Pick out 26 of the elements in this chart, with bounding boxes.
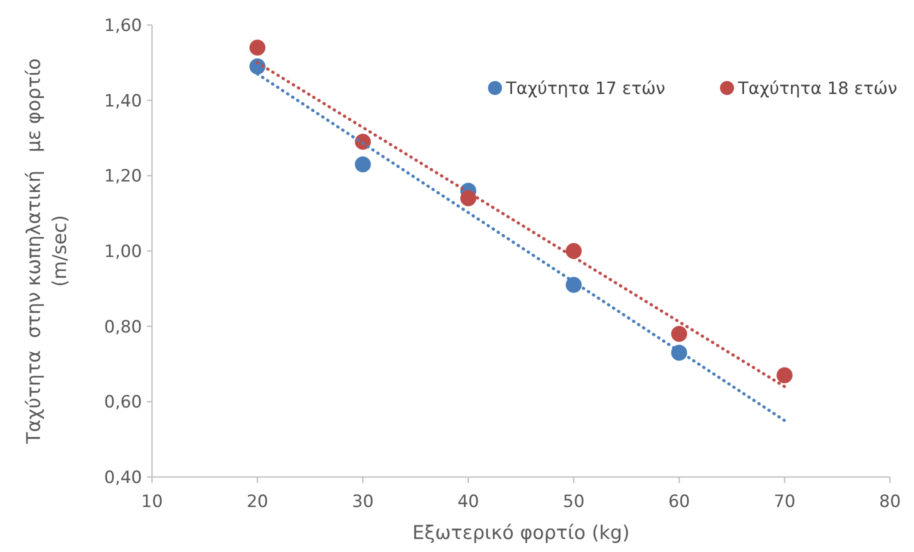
y-tick-label: 1,20 xyxy=(104,166,142,187)
x-tick-label: 20 xyxy=(246,492,268,512)
x-axis-title: Εξωτερικό φορτίο (kg) xyxy=(412,522,630,544)
x-tick-label: 10 xyxy=(141,492,163,512)
y-tick-label: 1,60 xyxy=(104,16,142,36)
y-axis-title: Ταχύτητα στην κωπηλατική με φορτίο (m/sec) xyxy=(23,58,71,445)
x-tick-label: 30 xyxy=(352,492,374,512)
point xyxy=(566,276,582,293)
y-tick-label: 1,00 xyxy=(104,242,142,262)
point xyxy=(460,190,476,206)
x-tick-label: 40 xyxy=(457,492,480,512)
x-tick-label: 70 xyxy=(774,492,796,512)
point xyxy=(671,326,688,342)
y-tick-label: 0,80 xyxy=(104,317,142,338)
point xyxy=(566,243,582,259)
point xyxy=(249,40,266,56)
y-tick-label: 0,40 xyxy=(104,468,142,488)
point xyxy=(354,156,371,172)
y-tick-label: 1,40 xyxy=(104,91,142,112)
x-tick-label: 50 xyxy=(562,492,585,512)
x-tick-label: 60 xyxy=(668,492,690,512)
legend-label: Ταχύτητα 18 ετών xyxy=(737,79,898,99)
point xyxy=(776,367,793,384)
x-tick-label: 80 xyxy=(879,492,901,512)
y-tick-label: 0,60 xyxy=(104,392,142,413)
legend-label: Ταχύτητα 17 ετών xyxy=(505,79,666,99)
